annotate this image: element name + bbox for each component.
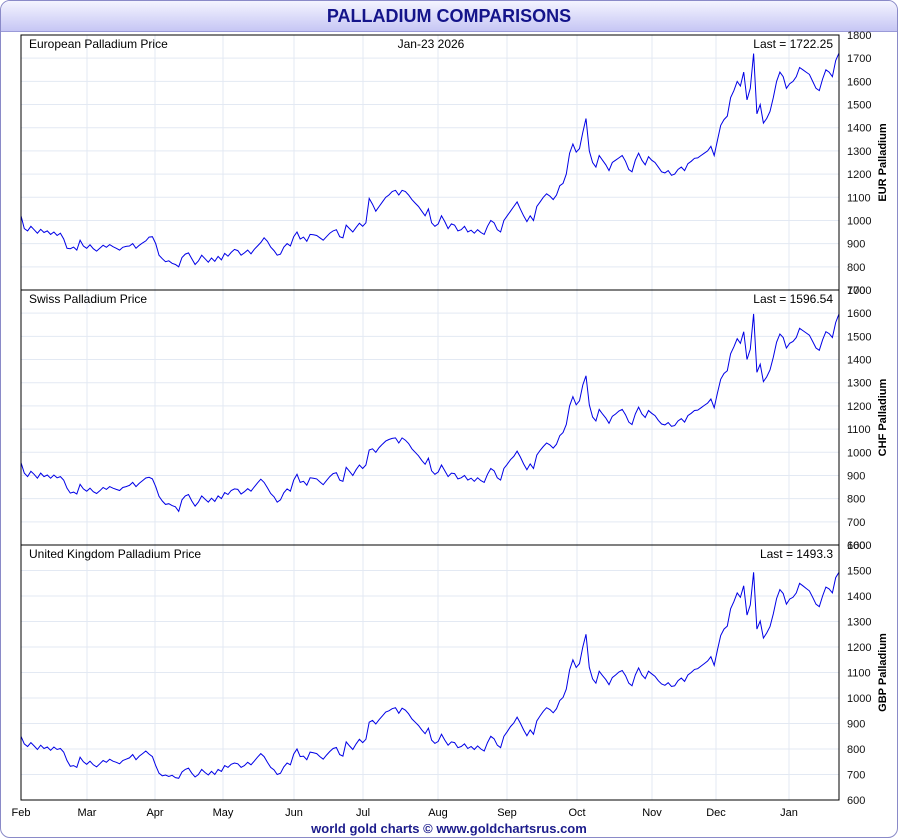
y-tick-label: 600 bbox=[847, 795, 865, 807]
y-tick-label: 1000 bbox=[847, 215, 871, 227]
y-tick-label: 1100 bbox=[847, 192, 871, 204]
y-tick-label: 600 bbox=[847, 540, 865, 552]
y-tick-label: 1800 bbox=[847, 30, 871, 42]
y-tick-label: 1100 bbox=[847, 668, 871, 680]
y-tick-label: 1500 bbox=[847, 331, 871, 343]
y-tick-label: 1100 bbox=[847, 424, 871, 436]
panel-title: Swiss Palladium Price bbox=[29, 292, 147, 306]
panel-background bbox=[21, 35, 839, 290]
y-tick-label: 1700 bbox=[847, 53, 871, 65]
y-tick-label: 900 bbox=[847, 470, 865, 482]
y-tick-label: 1600 bbox=[847, 308, 871, 320]
y-tick-label: 1000 bbox=[847, 447, 871, 459]
last-price-label: Last = 1722.25 bbox=[753, 37, 833, 51]
y-tick-label: 1500 bbox=[847, 566, 871, 578]
y-tick-label: 1000 bbox=[847, 693, 871, 705]
price-line bbox=[20, 572, 840, 779]
y-tick-label: 1600 bbox=[847, 540, 871, 552]
footer-credit: world gold charts © www.goldchartsrus.co… bbox=[311, 821, 587, 836]
y-tick-label: 1300 bbox=[847, 617, 871, 629]
panel-title: European Palladium Price bbox=[29, 37, 168, 51]
y-tick-label: 700 bbox=[847, 285, 865, 297]
y-tick-label: 1700 bbox=[847, 285, 871, 297]
last-price-label: Last = 1596.54 bbox=[753, 292, 833, 306]
y-tick-label: 1400 bbox=[847, 355, 871, 367]
y-tick-label: 700 bbox=[847, 517, 865, 529]
chart-title: PALLADIUM COMPARISONS bbox=[326, 6, 572, 26]
y-tick-label: 800 bbox=[847, 494, 865, 506]
chart-date: Jan-23 2026 bbox=[398, 37, 465, 51]
panel-border bbox=[20, 544, 840, 801]
x-tick-label: Mar bbox=[78, 807, 97, 819]
y-tick-label: 800 bbox=[847, 262, 865, 274]
y-tick-label: 700 bbox=[847, 770, 865, 782]
x-tick-label: May bbox=[213, 807, 234, 819]
x-tick-label: Oct bbox=[568, 807, 585, 819]
x-tick-label: Nov bbox=[642, 807, 662, 819]
x-tick-label: Sep bbox=[497, 807, 517, 819]
y-tick-label: 1300 bbox=[847, 146, 871, 158]
y-tick-label: 900 bbox=[847, 719, 865, 731]
y-tick-label: 1200 bbox=[847, 642, 871, 654]
x-tick-label: Jan bbox=[780, 807, 798, 819]
y-tick-label: 1300 bbox=[847, 378, 871, 390]
y-tick-label: 1200 bbox=[847, 169, 871, 181]
y-tick-label: 900 bbox=[847, 239, 865, 251]
panel-title: United Kingdom Palladium Price bbox=[29, 547, 201, 561]
y-tick-label: 1400 bbox=[847, 123, 871, 135]
y-tick-label: 1600 bbox=[847, 76, 871, 88]
y-axis-label: CHF Palladium bbox=[877, 378, 889, 456]
y-tick-label: 1200 bbox=[847, 401, 871, 413]
last-price-label: Last = 1493.3 bbox=[760, 547, 833, 561]
y-tick-label: 1400 bbox=[847, 591, 871, 603]
price-line bbox=[20, 52, 840, 268]
x-tick-label: Apr bbox=[146, 807, 163, 819]
price-line bbox=[20, 313, 840, 513]
y-tick-label: 1500 bbox=[847, 100, 871, 112]
panel-background bbox=[21, 290, 839, 545]
x-tick-label: Aug bbox=[428, 807, 448, 819]
y-tick-label: 800 bbox=[847, 744, 865, 756]
y-axis-label: EUR Palladium bbox=[877, 123, 889, 201]
y-axis-label: GBP Palladium bbox=[877, 633, 889, 712]
title-bar: PALLADIUM COMPARISONS bbox=[1, 1, 897, 32]
x-tick-label: Dec bbox=[706, 807, 726, 819]
x-tick-label: Jul bbox=[356, 807, 370, 819]
x-tick-label: Jun bbox=[285, 807, 303, 819]
x-tick-label: Feb bbox=[12, 807, 31, 819]
